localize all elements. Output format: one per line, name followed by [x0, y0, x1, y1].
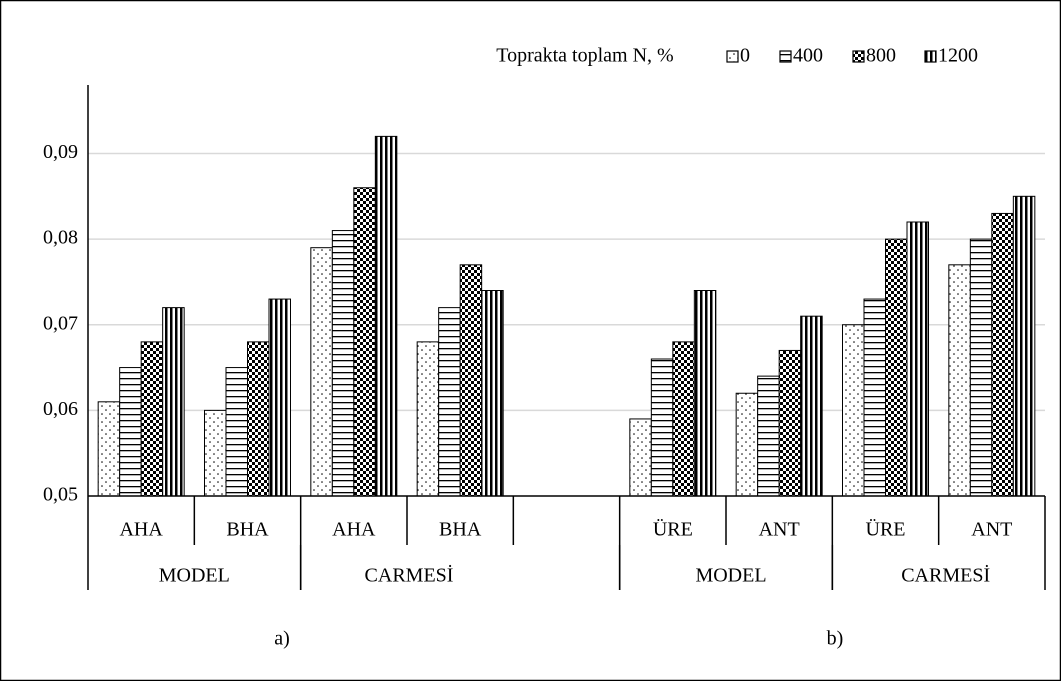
bar — [757, 375, 780, 497]
bar — [204, 409, 227, 497]
bar — [119, 367, 142, 497]
bar — [225, 367, 248, 497]
bar — [247, 341, 270, 497]
x-tick-label: AHA — [119, 519, 163, 541]
group-label: MODEL — [159, 565, 230, 587]
legend-label: 800 — [866, 45, 896, 67]
bar — [481, 290, 504, 497]
legend-label: 400 — [793, 45, 823, 67]
legend-swatch — [726, 50, 739, 63]
x-tick-label: BHA — [439, 519, 482, 541]
legend-swatch — [779, 50, 792, 63]
bar — [948, 264, 971, 497]
legend-swatch — [852, 50, 865, 63]
bar — [1012, 195, 1036, 497]
group-label: CARMESİ — [365, 564, 454, 587]
x-tick-label: BHA — [226, 519, 269, 541]
bar — [374, 135, 398, 497]
group-label: CARMESİ — [901, 564, 990, 587]
bar — [353, 187, 376, 497]
bar — [693, 290, 717, 497]
x-tick-label: ÜRE — [653, 518, 693, 541]
y-tick-label: 0,09 — [43, 141, 78, 163]
bar — [906, 221, 929, 497]
legend-label: 1200 — [938, 45, 978, 67]
bar — [863, 298, 886, 497]
bar — [97, 401, 121, 497]
bar — [140, 341, 164, 497]
x-tick-label: ANT — [971, 519, 1012, 541]
panel-label: b) — [827, 628, 844, 650]
bar — [778, 349, 802, 497]
bar — [969, 238, 993, 497]
bar — [629, 418, 652, 497]
bar — [438, 307, 461, 497]
bar — [650, 358, 674, 497]
bar — [331, 230, 355, 497]
bar — [842, 324, 865, 497]
bar — [991, 212, 1014, 497]
bar — [310, 247, 333, 497]
x-tick-label: ANT — [759, 519, 800, 541]
y-tick-label: 0,07 — [43, 312, 78, 334]
bar — [459, 264, 483, 497]
legend-label: 0 — [740, 45, 750, 67]
legend-swatch — [924, 50, 937, 63]
x-tick-label: ÜRE — [866, 518, 906, 541]
bar — [416, 341, 440, 497]
bar — [162, 307, 185, 497]
bar — [885, 238, 908, 497]
x-tick-label: AHA — [332, 519, 376, 541]
y-tick-label: 0,06 — [43, 398, 78, 420]
y-tick-label: 0,08 — [43, 227, 78, 249]
panel-label: a) — [274, 628, 290, 650]
group-label: MODEL — [695, 565, 766, 587]
bar — [268, 298, 291, 497]
bar — [672, 341, 695, 497]
legend-title: Toprakta toplam N, % — [496, 45, 673, 67]
bar — [800, 315, 823, 497]
y-tick-label: 0,05 — [43, 484, 78, 506]
bar — [735, 392, 759, 497]
